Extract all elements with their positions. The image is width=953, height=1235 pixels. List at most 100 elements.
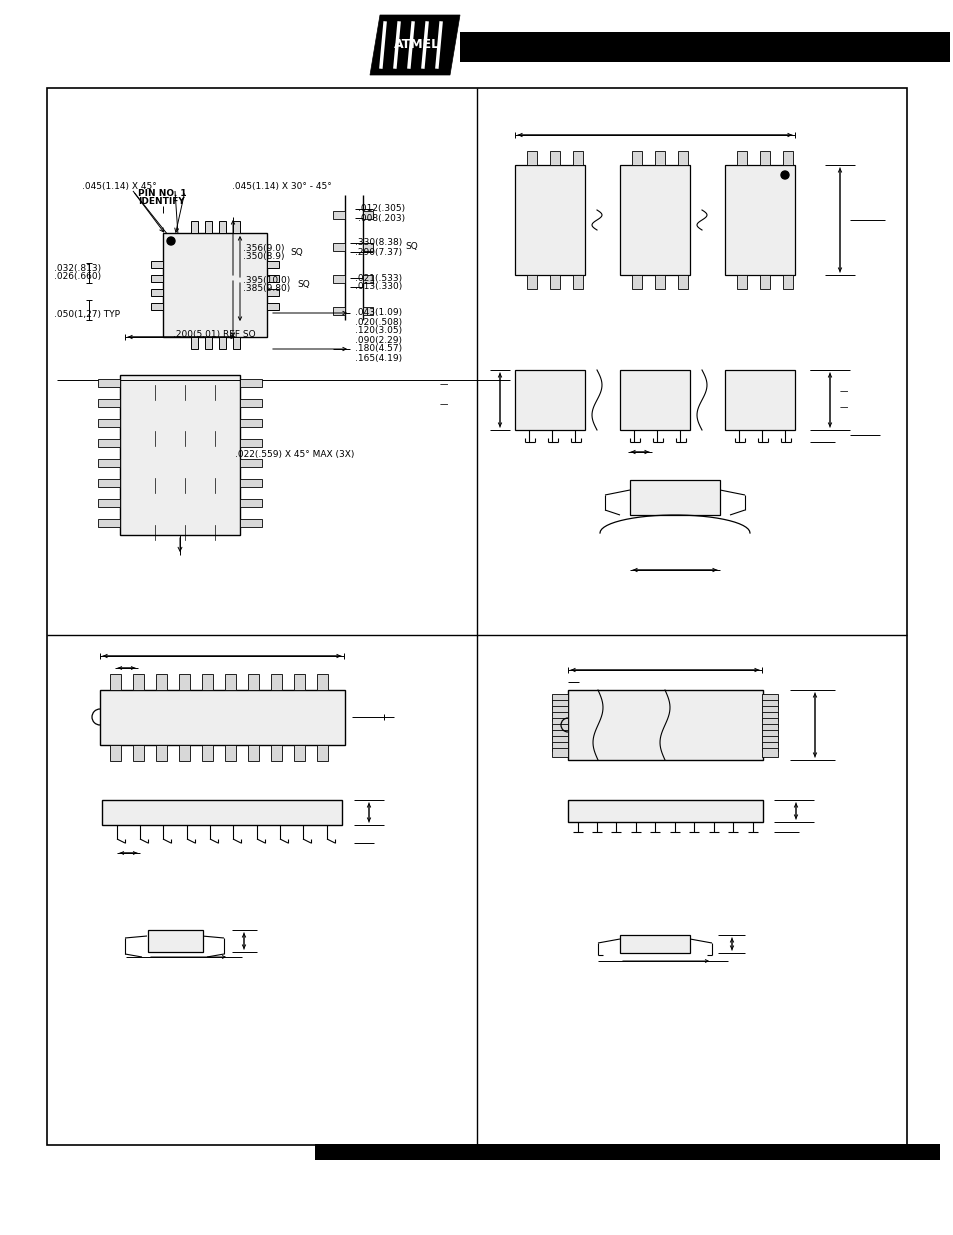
Bar [761,742,778,751]
Bar [515,370,584,430]
Bar [526,151,537,165]
Bar [631,275,641,289]
Bar [761,700,778,709]
Bar [573,275,582,289]
Bar [179,745,190,761]
Bar [98,479,120,487]
Bar [552,730,567,739]
Bar [761,718,778,727]
Bar [724,370,794,430]
Bar [550,151,559,165]
Bar [737,151,746,165]
Text: —: — [439,400,448,410]
Text: .350(8.9): .350(8.9) [243,252,284,262]
Bar [271,674,282,690]
Text: .395(10.0): .395(10.0) [243,275,290,284]
Bar [761,736,778,745]
Bar [240,479,262,487]
Bar [267,261,278,268]
Bar [98,459,120,467]
Text: SQ: SQ [290,247,302,257]
Bar [314,1144,939,1160]
Text: .120(3.05): .120(3.05) [355,326,402,336]
Bar [761,724,778,734]
Bar [98,379,120,387]
Text: .022(.559) X 45° MAX (3X): .022(.559) X 45° MAX (3X) [234,451,354,459]
Bar [782,275,792,289]
Bar [102,800,341,825]
Text: .032(.813): .032(.813) [54,263,101,273]
Bar [316,745,328,761]
Bar [225,745,235,761]
Bar [737,275,746,289]
Bar [760,151,769,165]
Bar [459,32,949,62]
Text: —: — [439,380,448,389]
Bar [724,165,794,275]
Bar [631,151,641,165]
Bar [515,165,584,275]
Circle shape [781,170,788,179]
Bar [156,674,167,690]
Bar [619,370,689,430]
Bar [363,308,373,315]
Bar [294,745,305,761]
Text: .043(1.09): .043(1.09) [355,309,402,317]
Bar [552,748,567,757]
Text: SQ: SQ [296,279,310,289]
Text: .012(.305): .012(.305) [357,205,405,214]
Bar [333,211,345,219]
Text: .020(.508): .020(.508) [355,317,402,326]
Bar [552,706,567,715]
Bar [552,718,567,727]
Text: .385(9.80): .385(9.80) [243,284,290,294]
Bar [202,674,213,690]
Text: .290(7.37): .290(7.37) [355,247,402,257]
Bar [248,674,258,690]
Bar [205,337,212,350]
Bar [573,151,582,165]
Bar [550,275,559,289]
Bar [761,706,778,715]
Bar [120,375,240,535]
Text: .008(.203): .008(.203) [357,214,405,222]
Bar [151,289,163,296]
Bar [333,275,345,283]
Text: .050(1,27) TYP: .050(1,27) TYP [54,310,120,320]
Bar [761,730,778,739]
Bar [233,221,240,233]
Bar [110,745,121,761]
Bar [552,736,567,745]
Bar [552,724,567,734]
Bar [363,275,373,283]
Bar [271,745,282,761]
Bar [294,674,305,690]
Bar [110,674,121,690]
Bar [552,713,567,721]
Bar [333,243,345,251]
Text: —: — [840,388,847,396]
Text: PIN NO. 1: PIN NO. 1 [138,189,187,198]
Text: .021(.533): .021(.533) [355,273,402,283]
Bar [132,674,144,690]
Bar [567,800,762,823]
Bar [98,499,120,508]
Bar [552,742,567,751]
Bar [47,88,906,1145]
Polygon shape [370,15,459,75]
Bar [363,243,373,251]
Bar [267,275,278,282]
Bar [240,459,262,467]
Bar [225,674,235,690]
Bar [655,151,664,165]
Bar [760,275,769,289]
Bar [240,499,262,508]
Bar [761,694,778,703]
Bar [98,519,120,527]
Text: IDENTIFY: IDENTIFY [138,196,185,205]
Bar [526,275,537,289]
Text: —: — [840,404,847,412]
Bar [619,935,689,953]
Text: .026(.660): .026(.660) [54,273,101,282]
Text: SQ: SQ [405,242,417,252]
